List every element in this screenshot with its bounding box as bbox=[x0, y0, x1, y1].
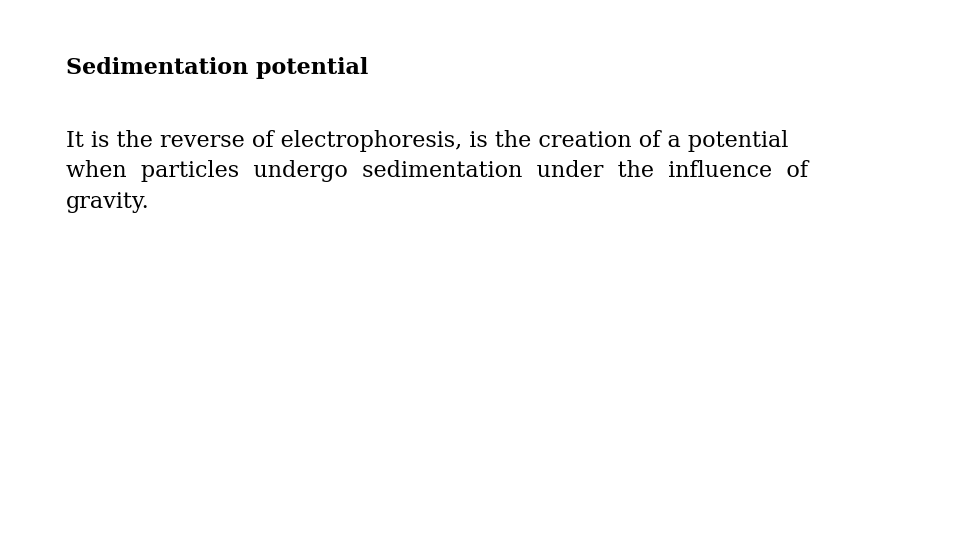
Text: Sedimentation potential: Sedimentation potential bbox=[66, 57, 369, 79]
Text: It is the reverse of electrophoresis, is the creation of a potential
when  parti: It is the reverse of electrophoresis, is… bbox=[66, 130, 808, 213]
